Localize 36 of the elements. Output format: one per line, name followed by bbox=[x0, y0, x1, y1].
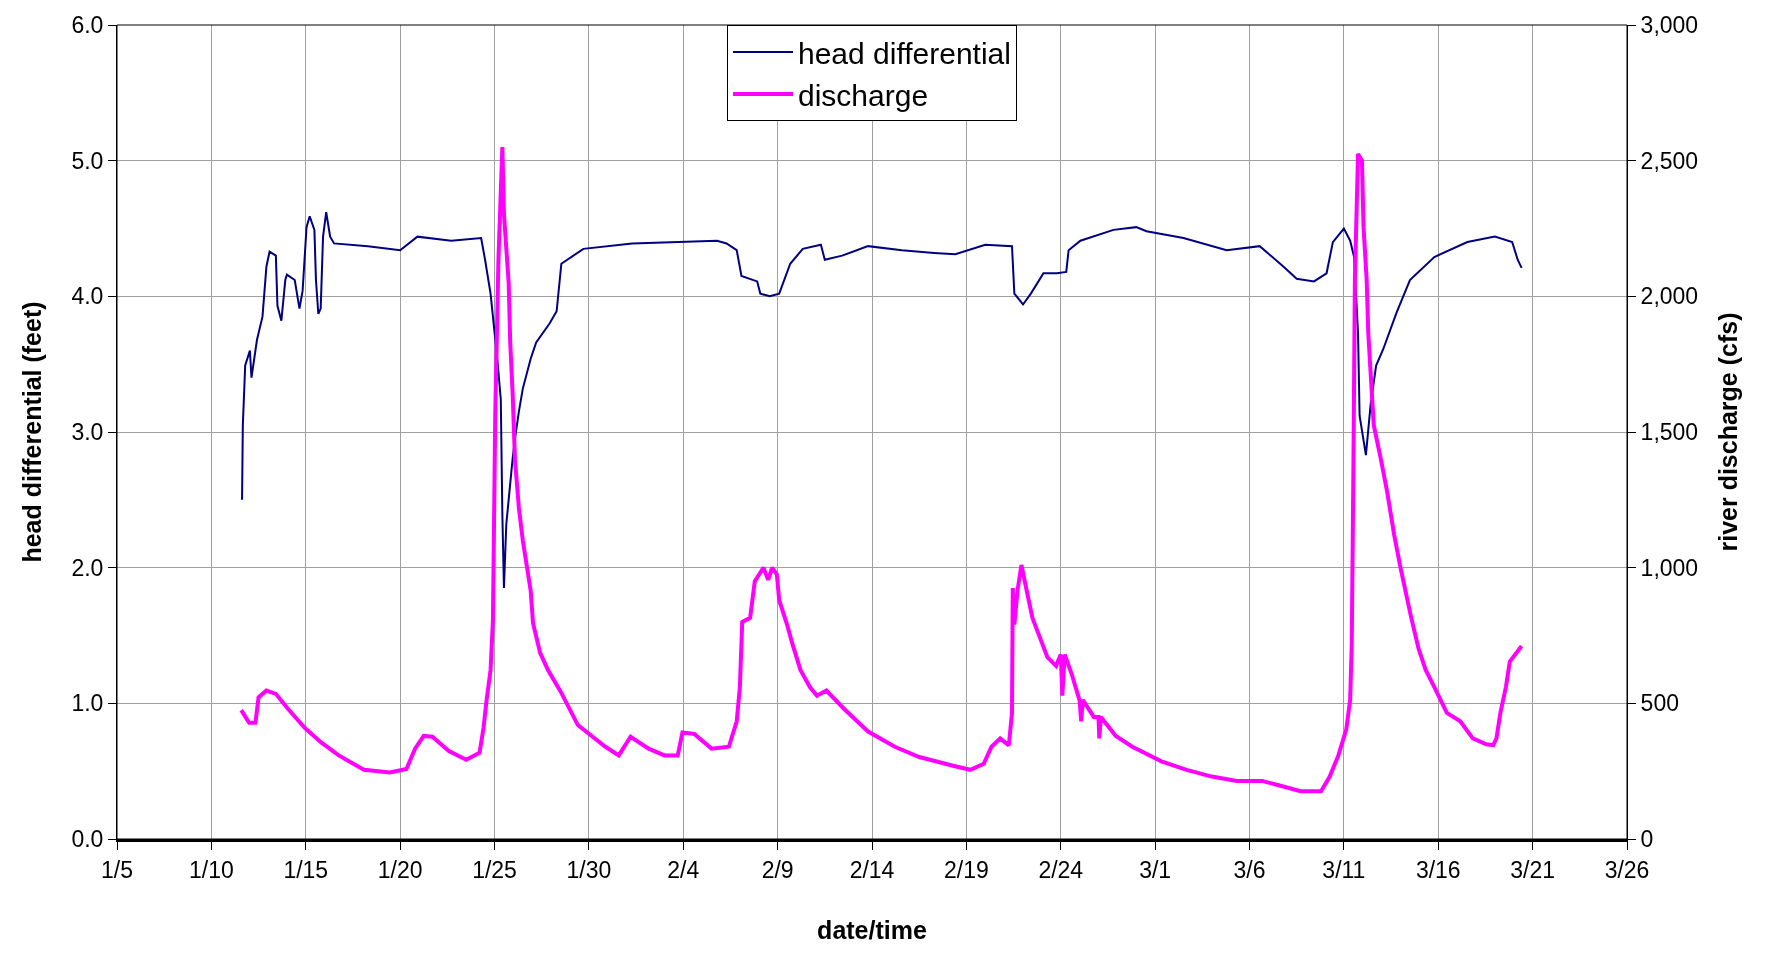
x-tick-label: 2/9 bbox=[761, 856, 794, 883]
y2-tick-label: 500 bbox=[1640, 690, 1679, 717]
x-tick-label: 3/16 bbox=[1415, 856, 1461, 883]
x-tick-label: 1/10 bbox=[189, 856, 234, 883]
x-axis-title: date/time bbox=[817, 915, 927, 944]
y-tick-label: 0.0 bbox=[71, 826, 104, 853]
y-tick-label: 1.0 bbox=[71, 690, 104, 717]
x-tick-label: 3/26 bbox=[1604, 856, 1650, 883]
y-tick-label: 4.0 bbox=[71, 283, 104, 310]
x-tick-label: 1/15 bbox=[283, 856, 329, 883]
y2-tick-label: 0 bbox=[1640, 826, 1654, 853]
y-tick-label: 3.0 bbox=[71, 419, 104, 446]
legend-label: head differential bbox=[798, 36, 1011, 70]
y-tick-label: 6.0 bbox=[71, 12, 104, 39]
y2-tick-label: 2,000 bbox=[1640, 283, 1699, 310]
y2-tick-label: 3,000 bbox=[1640, 12, 1699, 39]
x-tick-label: 2/4 bbox=[667, 856, 700, 883]
x-tick-label: 3/1 bbox=[1139, 856, 1172, 883]
y-axis-title: head differential (feet) bbox=[18, 301, 47, 563]
y-tick-label: 2.0 bbox=[71, 554, 104, 581]
x-tick-label: 2/14 bbox=[849, 856, 895, 883]
y2-tick-label: 2,500 bbox=[1640, 147, 1699, 174]
y2-axis-title: river discharge (cfs) bbox=[1714, 312, 1743, 552]
y-tick-label: 5.0 bbox=[71, 147, 104, 174]
x-tick-label: 3/11 bbox=[1322, 856, 1366, 883]
x-tick-label: 1/30 bbox=[566, 856, 612, 883]
y2-tick-label: 1,500 bbox=[1640, 419, 1699, 446]
legend-label: discharge bbox=[798, 78, 929, 112]
y2-tick-label: 1,000 bbox=[1640, 554, 1699, 581]
x-tick-label: 1/25 bbox=[472, 856, 517, 883]
x-tick-label: 2/19 bbox=[944, 856, 989, 883]
x-tick-label: 1/5 bbox=[101, 856, 133, 883]
x-tick-label: 2/24 bbox=[1038, 856, 1084, 883]
x-tick-label: 3/21 bbox=[1510, 856, 1556, 883]
x-tick-label: 3/6 bbox=[1233, 856, 1266, 883]
x-tick-label: 1/20 bbox=[377, 856, 423, 883]
